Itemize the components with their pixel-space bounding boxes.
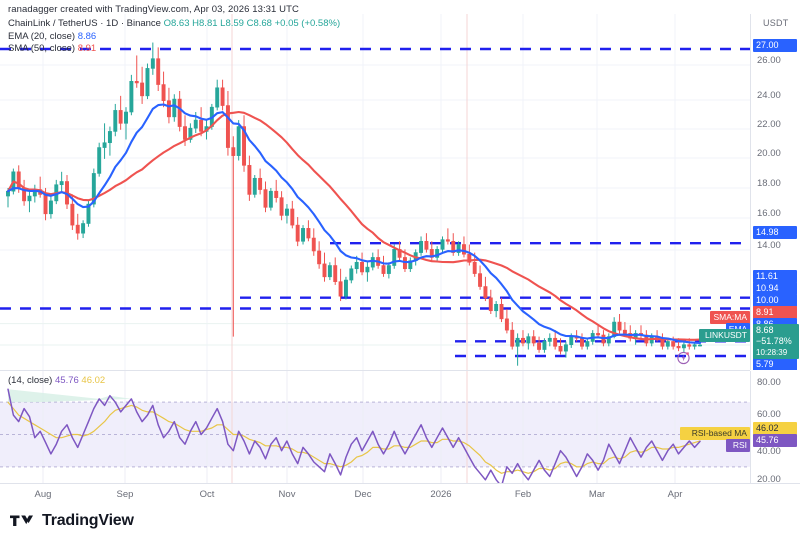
ema-legend[interactable]: EMA (20, close) 8.86 — [8, 31, 96, 42]
rsi-axis[interactable]: 80.00 60.00 40.00 20.00 46.02 45.76 — [750, 371, 800, 483]
symbol-legend[interactable]: ChainLink / TetherUS · 1D · Binance O8.6… — [8, 18, 340, 29]
time-axis[interactable]: Aug Sep Oct Nov Dec 2026 Feb Mar Apr — [0, 483, 800, 503]
price-pill-8-91: 8.91 — [753, 306, 797, 319]
series-tag-rsi-based-ma: RSI-based MA — [679, 427, 750, 440]
rsi-pane[interactable] — [0, 371, 750, 483]
ema-legend-value: 8.86 — [77, 31, 97, 42]
price-pill-14-98: 14.98 — [753, 226, 797, 239]
price-tick-1: 24.00 — [757, 90, 781, 101]
rsi-legend-label: (14, close) — [8, 375, 53, 386]
price-tick-0: 26.00 — [757, 55, 781, 66]
rsi-legend[interactable]: (14, close) 45.76 46.02 — [8, 375, 105, 386]
ohlc-change: +0.05 — [274, 18, 299, 29]
symbol-label: ChainLink / TetherUS · 1D · Binance — [8, 18, 161, 29]
time-label-7: Mar — [588, 489, 606, 500]
rsi-tick-0: 80.00 — [757, 377, 781, 388]
time-label-3: Nov — [278, 489, 296, 500]
rsi-chart-svg — [0, 371, 750, 483]
rsi-pill-45-76: 45.76 — [753, 434, 797, 447]
price-pill-5-79: 5.79 — [753, 358, 797, 370]
rsi-tick-1: 60.00 — [757, 409, 781, 420]
flash-alert-icon[interactable] — [676, 350, 691, 365]
time-label-5: 2026 — [430, 489, 452, 500]
series-tag-sma-ma: SMA:MA — [709, 311, 750, 324]
ohlc-high: H8.81 — [192, 18, 218, 29]
ohlc-open: O8.63 — [163, 18, 190, 29]
ohlc-change-pct: (+0.58%) — [301, 18, 341, 29]
price-pane[interactable] — [0, 14, 750, 370]
rsi-ma-legend-value: 46.02 — [81, 375, 106, 386]
tradingview-wordmark: TradingView — [42, 512, 134, 529]
time-label-6: Feb — [514, 489, 532, 500]
rsi-tick-3: 20.00 — [757, 474, 781, 483]
bar-countdown: 10:28:39 — [756, 348, 788, 357]
rsi-legend-value: 45.76 — [55, 375, 79, 386]
current-change-pct: −51.78% — [756, 336, 792, 346]
price-chart-svg — [0, 14, 750, 370]
sma-legend[interactable]: SMA (50, close) 8.91 — [8, 43, 96, 54]
rsi-tick-2: 40.00 — [757, 446, 781, 457]
price-axis-unit: USDT — [763, 18, 789, 28]
rsi-pill-46-02: 46.02 — [753, 422, 797, 435]
current-price-box: 8.68 −51.78% 10:28:39 — [753, 324, 799, 359]
price-pill-10-00: 10.00 — [753, 294, 797, 307]
sma-legend-value: 8.91 — [77, 43, 97, 54]
ohlc-low: L8.59 — [220, 18, 244, 29]
pane-separator — [0, 370, 750, 371]
price-tick-5: 16.00 — [757, 208, 781, 219]
series-tag-linkusdt: LINKUSDT — [698, 329, 750, 342]
sma-legend-label: SMA (50, close) — [8, 43, 76, 54]
price-axis[interactable]: USDT 26.00 24.00 22.00 20.00 18.00 16.00 14.00… — [750, 14, 800, 370]
price-tick-3: 20.00 — [757, 148, 781, 159]
ohlc-close: C8.68 — [246, 18, 272, 29]
price-pill-27-00: 27.00 — [753, 39, 797, 52]
tradingview-logo[interactable]: TradingView — [10, 512, 134, 530]
tradingview-mark-icon — [10, 515, 33, 526]
time-label-0: Aug — [34, 489, 52, 500]
ema-legend-label: EMA (20, close) — [8, 31, 76, 42]
price-tick-4: 18.00 — [757, 178, 781, 189]
price-pill-11-61: 11.61 — [753, 270, 797, 283]
price-tick-2: 22.00 — [757, 119, 781, 130]
time-label-4: Dec — [354, 489, 372, 500]
footer-bar: TradingView — [0, 503, 800, 539]
price-tick-6: 14.00 — [757, 240, 781, 251]
time-label-1: Sep — [116, 489, 134, 500]
current-price: 8.68 — [756, 325, 774, 335]
time-label-8: Apr — [667, 489, 683, 500]
time-label-2: Oct — [199, 489, 215, 500]
price-pill-10-94: 10.94 — [753, 282, 797, 295]
series-tag-rsi: RSI — [726, 439, 750, 452]
attribution-text: ranadagger created with TradingView.com,… — [8, 4, 299, 15]
